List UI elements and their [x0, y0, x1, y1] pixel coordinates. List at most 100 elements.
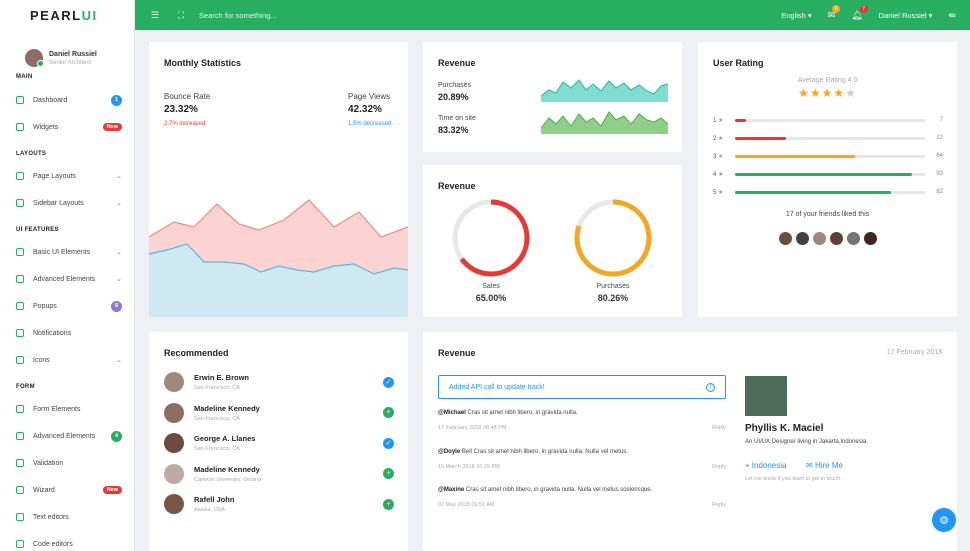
fullscreen-icon[interactable]: ⛶: [177, 9, 185, 20]
check-icon[interactable]: ✓: [383, 437, 394, 449]
bounce-label: Bounce Rate: [164, 92, 211, 101]
sidebar-item-popups[interactable]: Popups 8: [16, 299, 122, 313]
rating-track: [735, 118, 925, 122]
location-link[interactable]: ⌖ Indonesia: [745, 461, 787, 470]
avatar[interactable]: [795, 231, 810, 246]
plus-icon[interactable]: +: [383, 407, 394, 418]
list-item[interactable]: Rafell John Alaska, USA +: [164, 490, 394, 518]
activity-date: 17 February 2018: [886, 349, 942, 356]
views-label: Page Views: [348, 92, 391, 101]
person-name: Madeline Kennedy: [194, 464, 260, 474]
mail-icon: ✉: [806, 461, 813, 470]
sidebar-item-advanced-form[interactable]: Advanced Elements 4: [16, 429, 122, 443]
mail-icon[interactable]: ✉ 6: [828, 4, 841, 21]
topbar: ☰ ⛶ Search for something... English ▾ ✉ 6…: [135, 0, 970, 30]
badge: 1: [111, 94, 122, 106]
sidebar-item-advanced-elements[interactable]: Advanced Elements ⌄: [16, 272, 122, 286]
sidebar-item-wizard[interactable]: Wizard New: [16, 483, 122, 497]
section-main: MAIN: [16, 74, 33, 80]
code-icon: [16, 540, 24, 548]
sidebar-item-sidebar-layouts[interactable]: Sidebar Layouts ⌄: [16, 196, 122, 210]
message-item: @Doyle Bell Cras sit amet nibh libero, i…: [438, 449, 726, 470]
monthly-area-chart: [149, 199, 408, 317]
pink-line: [149, 199, 408, 238]
avatar[interactable]: [812, 231, 827, 246]
avatar: [25, 49, 44, 67]
sidebar-item-widgets[interactable]: Widgets New: [16, 120, 122, 134]
sidebar-item-icons[interactable]: Icons ⌄: [16, 353, 122, 367]
section-ui-features: UI FEATURES: [16, 227, 59, 233]
logout-icon[interactable]: ⇚: [948, 9, 956, 20]
avatar[interactable]: [863, 231, 878, 246]
gear-icon: ⚙: [939, 514, 949, 527]
eye-icon: [16, 356, 24, 364]
search-input[interactable]: Search for something...: [199, 10, 277, 20]
purchases-donut: [574, 199, 652, 277]
rating-row: 3 ★ 64: [713, 151, 943, 161]
user-rating-card: User Rating Average Rating 4.0 ★★★★★ 1 ★…: [698, 42, 957, 317]
person-location: San Francisco, CA: [194, 446, 240, 452]
reply-link[interactable]: Reply: [711, 425, 726, 431]
list-item[interactable]: Madeline Kennedy San Francisco, CA +: [164, 399, 394, 427]
list-item[interactable]: George A. Llanes San Francisco, CA ✓: [164, 429, 394, 457]
bounce-value: 23.32%: [164, 104, 198, 115]
sidebar-item-page-layouts[interactable]: Page Layouts ⌄: [16, 169, 122, 183]
person-note: Let me know if you want to get in touch.: [745, 476, 842, 482]
profile-role: Senior Architect: [49, 59, 92, 66]
chevron-down-icon: ⌄: [116, 173, 122, 180]
file-icon: [16, 405, 24, 413]
sidebar-item-code-editors[interactable]: Code editors: [16, 537, 122, 551]
badge: New: [102, 486, 122, 494]
person-location: San Francisco, CA: [194, 415, 240, 422]
sales-donut: [452, 199, 530, 277]
rating-count: 93: [936, 171, 943, 177]
chevron-down-icon: ⌄: [116, 276, 122, 283]
sidebar-item-form-elements[interactable]: Form Elements: [16, 402, 122, 416]
hire-me-link[interactable]: ✉ Hire Me: [806, 461, 843, 470]
dashboard-icon: [16, 96, 24, 104]
reply-link[interactable]: Reply: [711, 463, 726, 470]
bell-icon: [16, 329, 24, 337]
plus-icon[interactable]: +: [383, 468, 394, 479]
rating-star-label: 1 ★: [713, 117, 724, 124]
rating-count: 7: [939, 117, 943, 123]
card-title: User Rating: [713, 58, 764, 68]
settings-fab[interactable]: ⚙: [932, 508, 956, 532]
person-name: Erwin E. Brown: [194, 373, 250, 382]
reply-link[interactable]: Reply: [711, 502, 726, 508]
list-item[interactable]: Erwin E. Brown San Francisco, CA ✓: [164, 368, 394, 396]
sidebar-item-notifications[interactable]: Notifications: [16, 326, 122, 340]
sidebar-profile[interactable]: Daniel Russiel Senior Architect: [0, 30, 134, 78]
brand-logo[interactable]: PEARL UI: [30, 7, 98, 23]
person-name: Phyllis K. Maciel: [745, 423, 824, 434]
plus-icon[interactable]: +: [383, 498, 394, 510]
list-item[interactable]: Madeline Kennedy Carleton University, Ont…: [164, 460, 394, 488]
check-icon[interactable]: ✓: [383, 376, 394, 388]
sidebar-item-dashboard[interactable]: Dashboard 1: [16, 93, 122, 107]
person-name: Rafell John: [194, 495, 235, 504]
sidebar-item-validation[interactable]: Validation: [16, 456, 122, 470]
chevron-down-icon: ⌄: [116, 249, 122, 256]
avatar[interactable]: [846, 231, 861, 246]
rating-track: [735, 190, 925, 194]
avatar[interactable]: [778, 231, 793, 246]
card-title: Monthly Statistics: [164, 58, 242, 68]
message-item: @Maxine Cras sit amet nibh libero, in gr…: [438, 487, 726, 508]
person-bio: An UI/UX Designer living in Jakarta,Indo…: [745, 439, 869, 445]
purchases-value: 20.89%: [438, 92, 469, 102]
user-menu[interactable]: Daniel Russiel ▾: [878, 10, 933, 20]
profile-name: Daniel Russiel: [49, 50, 97, 58]
bell-icon[interactable]: 🔔︎ 7: [851, 4, 868, 21]
sidebar-item-text-editors[interactable]: Text editors: [16, 510, 122, 524]
section-layouts: LAYOUTS: [16, 151, 47, 157]
wizard-icon: [16, 486, 24, 494]
language-select[interactable]: English ▾: [781, 10, 812, 20]
avatar[interactable]: [829, 231, 844, 246]
sidebar-item-basic-ui[interactable]: Basic UI Elements ⌄: [16, 245, 122, 259]
card-title: Revenue: [438, 181, 476, 191]
update-input[interactable]: Added API call to update track!!: [438, 375, 726, 399]
recommended-card: Recommended Erwin E. Brown San Francisco,…: [149, 332, 408, 551]
rating-count: 64: [936, 153, 943, 159]
menu-icon[interactable]: ☰: [150, 9, 160, 20]
time-value: 83.32%: [438, 125, 469, 135]
